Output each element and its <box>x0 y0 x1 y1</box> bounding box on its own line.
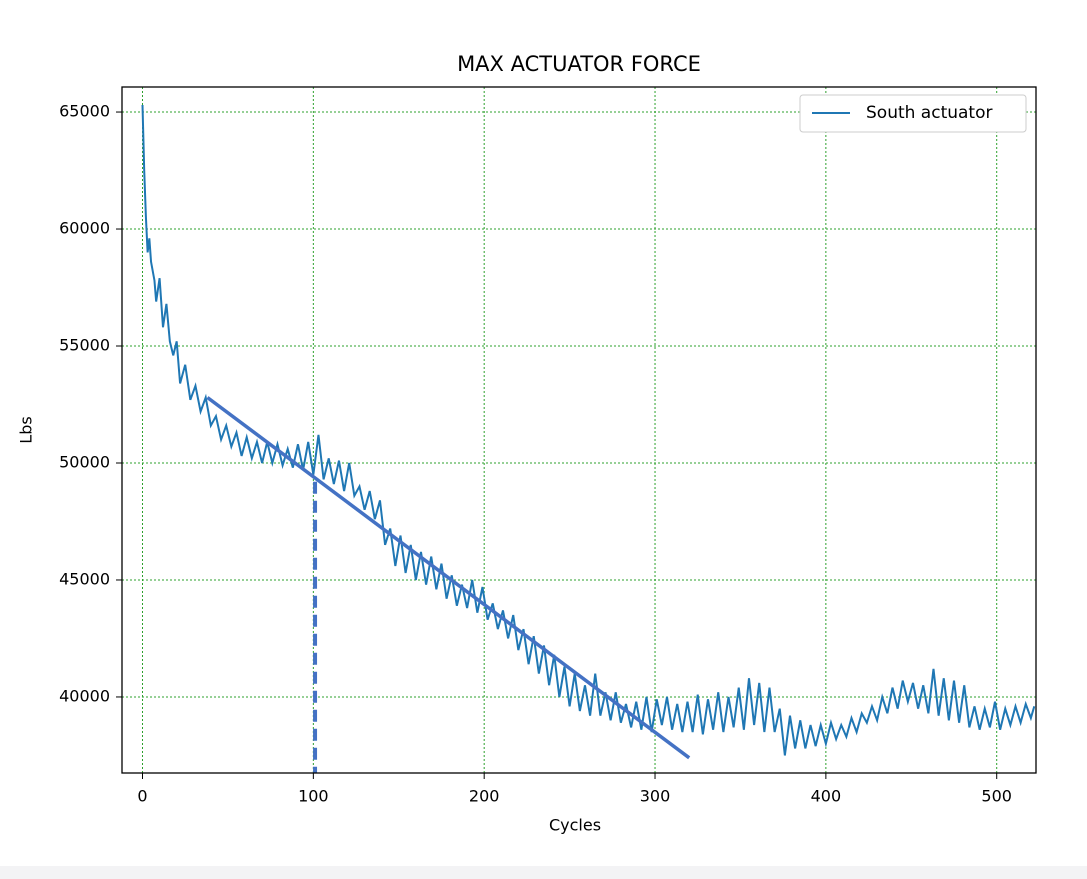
y-tick-label: 65000 <box>59 102 110 121</box>
x-tick-label: 400 <box>811 787 842 806</box>
x-tick-label: 200 <box>469 787 500 806</box>
y-tick-label: 45000 <box>59 569 110 588</box>
x-tick-label: 500 <box>981 787 1012 806</box>
footer-strip <box>0 866 1087 879</box>
legend: South actuator <box>799 94 1027 133</box>
y-tick-label: 50000 <box>59 452 110 471</box>
y-tick-label: 55000 <box>59 336 110 355</box>
x-tick-label: 300 <box>640 787 671 806</box>
x-axis-label: Cycles <box>549 816 601 835</box>
trend-line <box>206 396 691 760</box>
y-axis-label: Lbs <box>17 416 36 443</box>
data-line <box>141 104 1036 756</box>
legend-label: South actuator <box>866 103 993 123</box>
y-tick-label: 60000 <box>59 219 110 238</box>
y-tick-label: 40000 <box>59 686 110 705</box>
plot-frame <box>121 86 1037 774</box>
legend-box <box>799 94 1027 133</box>
chart-title: MAX ACTUATOR FORCE <box>457 52 701 76</box>
x-tick-label: 100 <box>298 787 329 806</box>
x-tick-label: 0 <box>137 787 147 806</box>
